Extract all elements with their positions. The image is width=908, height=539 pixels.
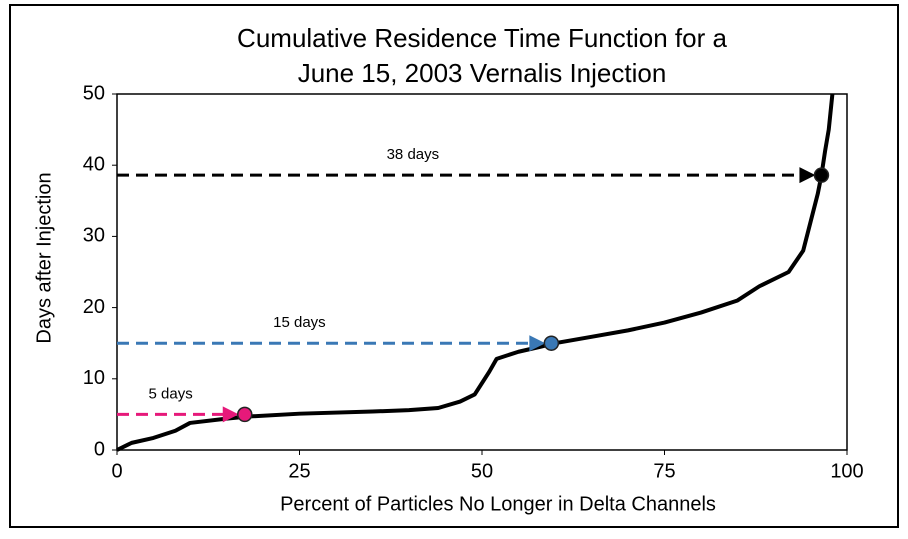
annotation-label: 5 days: [149, 385, 193, 402]
x-tick-label: 75: [653, 460, 675, 482]
y-tick-label: 30: [83, 225, 105, 247]
y-axis-label: Days after Injection: [33, 172, 55, 343]
chart-title: Cumulative Residence Time Function for a: [237, 23, 727, 53]
arrow-head: [799, 167, 816, 184]
y-tick-label: 0: [94, 438, 105, 460]
y-tick-label: 50: [83, 82, 105, 104]
frame: [9, 4, 899, 528]
arrow-head: [222, 406, 239, 423]
arrow-head: [529, 335, 546, 352]
x-tick-label: 0: [111, 460, 122, 482]
y-tick-label: 40: [83, 153, 105, 175]
chart-title: June 15, 2003 Vernalis Injection: [298, 58, 667, 88]
annotation-label: 38 days: [387, 146, 440, 163]
y-tick-label: 20: [83, 296, 105, 318]
y-tick-label: 10: [83, 367, 105, 389]
x-tick-label: 50: [471, 460, 493, 482]
annotation-marker: [237, 406, 253, 423]
x-axis-label: Percent of Particles No Longer in Delta …: [280, 493, 716, 515]
annotation-label: 15 days: [273, 314, 326, 331]
annotation-marker: [813, 167, 830, 183]
annotation-marker: [543, 335, 560, 351]
x-tick-label: 25: [288, 460, 310, 482]
x-tick-label: 100: [830, 460, 863, 482]
